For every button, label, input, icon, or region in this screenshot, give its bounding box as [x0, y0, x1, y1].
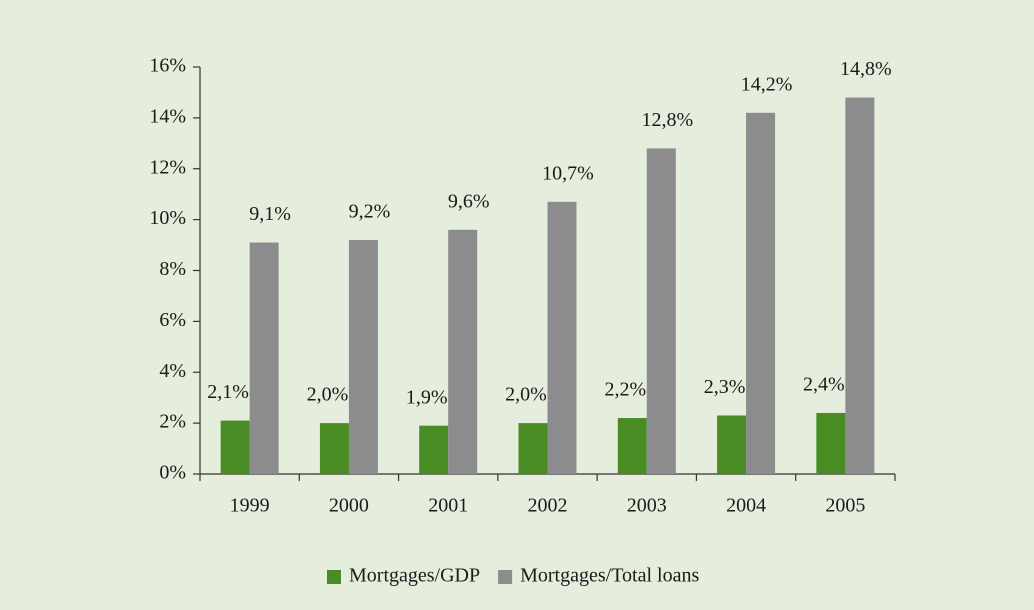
- value-label: 9,6%: [448, 190, 490, 212]
- value-label: 10,7%: [542, 162, 594, 184]
- bar: [646, 148, 676, 474]
- y-tick-label: 8%: [159, 258, 186, 280]
- value-label: 2,0%: [307, 384, 349, 406]
- value-label: 2,2%: [604, 379, 646, 401]
- value-label: 9,1%: [249, 203, 291, 225]
- bar: [220, 420, 250, 474]
- y-tick-label: 6%: [159, 309, 186, 331]
- bar: [845, 97, 875, 475]
- value-label: 14,2%: [741, 73, 793, 95]
- legend-swatch: [498, 570, 513, 584]
- y-tick-label: 4%: [159, 360, 186, 382]
- bar: [448, 229, 478, 474]
- value-label: 2,4%: [803, 374, 845, 396]
- y-tick-label: 10%: [149, 207, 186, 229]
- bar: [617, 418, 647, 474]
- bar: [518, 423, 548, 474]
- legend-label: Mortgages/Total loans: [520, 565, 699, 587]
- bar: [249, 242, 279, 474]
- y-tick-label: 14%: [149, 105, 186, 127]
- x-tick-label: 2001: [428, 495, 468, 517]
- x-tick-label: 2005: [825, 495, 865, 517]
- bar: [547, 201, 577, 474]
- y-tick-label: 12%: [149, 156, 186, 178]
- value-label: 9,2%: [349, 201, 391, 223]
- legend-label: Mortgages/GDP: [349, 565, 480, 587]
- bar: [746, 112, 776, 474]
- bar: [319, 423, 349, 474]
- value-label: 2,0%: [505, 384, 547, 406]
- x-tick-label: 1999: [230, 495, 270, 517]
- bar: [816, 412, 846, 474]
- x-tick-label: 2002: [528, 495, 568, 517]
- legend-swatch: [327, 570, 341, 584]
- x-tick-label: 2004: [726, 495, 766, 517]
- y-tick-label: 16%: [149, 55, 186, 77]
- bar: [348, 239, 378, 474]
- y-tick-label: 2%: [159, 411, 186, 433]
- x-tick-label: 2000: [329, 495, 369, 517]
- bar: [419, 425, 449, 474]
- x-tick-label: 2003: [627, 495, 667, 517]
- value-label: 2,1%: [207, 381, 249, 403]
- value-label: 14,8%: [840, 58, 892, 80]
- value-label: 2,3%: [704, 376, 746, 398]
- y-tick-label: 0%: [159, 462, 186, 484]
- value-label: 1,9%: [406, 386, 448, 408]
- bar: [717, 415, 747, 474]
- value-label: 12,8%: [641, 109, 693, 131]
